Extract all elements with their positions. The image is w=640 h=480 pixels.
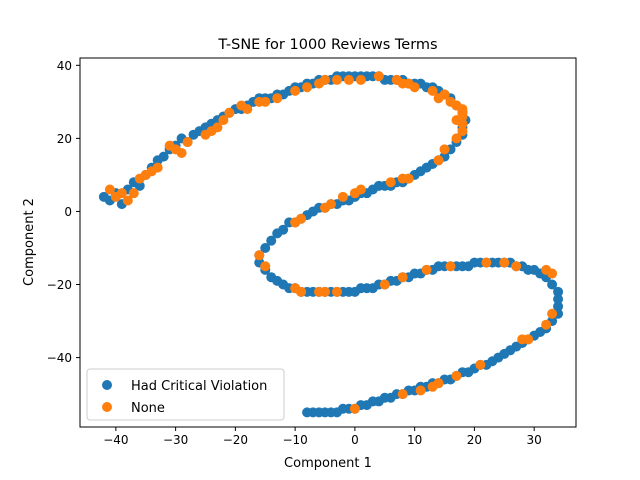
point-none [152, 162, 163, 173]
point-none [296, 286, 307, 297]
point-none [379, 279, 390, 290]
point-had-critical-violation [158, 151, 169, 162]
point-none [302, 82, 313, 93]
y-tick-label: −40 [47, 351, 72, 365]
point-had-critical-violation [260, 242, 271, 253]
point-none [320, 286, 331, 297]
y-tick-label: 20 [57, 132, 72, 146]
y-tick-label: 40 [57, 59, 72, 73]
point-none [290, 85, 301, 96]
point-none [541, 319, 552, 330]
point-none [547, 308, 558, 319]
point-none [433, 155, 444, 166]
point-none [481, 257, 492, 268]
point-none [373, 71, 384, 82]
point-none [116, 188, 127, 199]
point-none [320, 202, 331, 213]
point-had-critical-violation [547, 279, 558, 290]
point-none [272, 93, 283, 104]
point-had-critical-violation [553, 294, 564, 305]
legend-frame [86, 368, 285, 421]
x-tick-label: −30 [163, 433, 188, 447]
point-none [349, 403, 360, 414]
point-none [349, 188, 360, 199]
x-tick-label: 10 [407, 433, 422, 447]
legend-swatch-had-critical-violation [102, 380, 112, 390]
point-none [421, 264, 432, 275]
legend-label-none: None [131, 401, 165, 416]
point-none [415, 385, 426, 396]
point-none [445, 261, 456, 272]
point-none [331, 74, 342, 85]
x-tick-label: 20 [467, 433, 482, 447]
point-none [385, 177, 396, 188]
point-none [290, 217, 301, 228]
point-none [242, 104, 253, 115]
point-none [511, 261, 522, 272]
point-none [475, 359, 486, 370]
point-none [427, 85, 438, 96]
x-axis-label: Component 1 [284, 456, 372, 471]
point-none [451, 133, 462, 144]
legend: Had Critical Violation None [86, 368, 285, 421]
point-none [260, 261, 271, 272]
point-none [224, 107, 235, 118]
y-axis-label: Component 2 [22, 198, 37, 286]
legend-label-had-critical-violation: Had Critical Violation [131, 379, 267, 394]
y-axis: −40 −20 0 20 40 [47, 59, 80, 365]
y-tick-label: −20 [47, 278, 72, 292]
point-had-critical-violation [553, 286, 564, 297]
point-none [409, 82, 420, 93]
legend-swatch-none [102, 402, 112, 412]
point-none [104, 184, 115, 195]
point-none [397, 173, 408, 184]
point-none [331, 286, 342, 297]
point-none [517, 334, 528, 345]
point-none [439, 89, 450, 100]
point-had-critical-violation [134, 180, 145, 191]
point-none [457, 126, 468, 137]
x-tick-label: 30 [527, 433, 542, 447]
point-none [343, 74, 354, 85]
chart-title: T-SNE for 1000 Reviews Terms [217, 37, 437, 53]
point-had-critical-violation [553, 301, 564, 312]
x-tick-label: −10 [282, 433, 307, 447]
point-none [337, 191, 348, 202]
point-none [218, 115, 229, 126]
point-none [122, 195, 133, 206]
x-axis: −40 −30 −20 −10 0 10 20 30 [103, 427, 542, 447]
point-none [182, 137, 193, 148]
point-none [128, 188, 139, 199]
point-none [457, 118, 468, 129]
point-none [439, 144, 450, 155]
point-had-critical-violation [266, 235, 277, 246]
plot-frame [79, 57, 577, 428]
point-none [254, 250, 265, 261]
x-tick-label: −20 [223, 433, 248, 447]
points-layer [98, 71, 564, 418]
y-tick-label: 0 [64, 205, 72, 219]
point-none [320, 74, 331, 85]
point-none [260, 96, 271, 107]
point-none [397, 389, 408, 400]
point-none [499, 257, 510, 268]
x-tick-label: 0 [351, 433, 359, 447]
x-tick-label: −40 [103, 433, 128, 447]
point-had-critical-violation [302, 407, 313, 418]
point-none [451, 370, 462, 381]
point-none [355, 74, 366, 85]
point-none [547, 268, 558, 279]
point-none [212, 122, 223, 133]
point-none [427, 381, 438, 392]
point-none [397, 272, 408, 283]
point-none [176, 147, 187, 158]
point-had-critical-violation [272, 228, 283, 239]
